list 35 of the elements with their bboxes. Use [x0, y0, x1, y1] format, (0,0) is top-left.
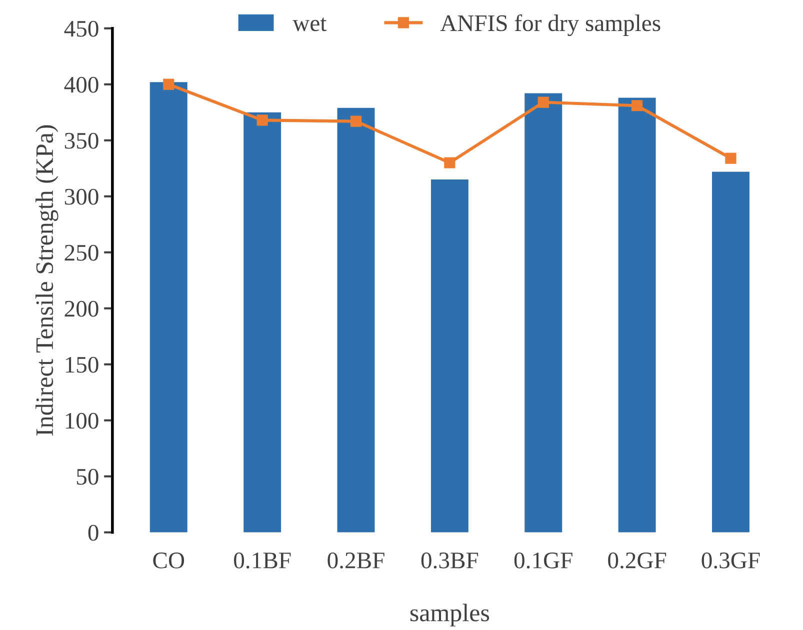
bar [244, 112, 282, 532]
bar [337, 108, 375, 532]
x-tick-label: 0.1GF [514, 552, 572, 569]
y-tick-label: 450 [64, 20, 98, 37]
y-tick-label: 50 [76, 468, 98, 485]
legend-label: wet [292, 18, 327, 32]
y-tick-label: 400 [64, 76, 98, 93]
x-tick-label: 0.3BF [421, 552, 478, 569]
bar [618, 98, 656, 532]
point [538, 96, 549, 108]
bar [712, 172, 750, 532]
point [631, 100, 643, 112]
point [256, 114, 268, 126]
y-tick-label: 150 [66, 356, 98, 373]
point [444, 157, 456, 168]
point [350, 116, 362, 127]
x-tick-label: 0.3GF [702, 552, 760, 569]
point [725, 152, 736, 164]
bar [150, 82, 188, 532]
y-tick-label: 100 [66, 412, 98, 429]
x-tick-label: CO [153, 552, 184, 568]
y-tick-label: 200 [64, 300, 98, 317]
y-tick-label: 300 [64, 188, 98, 205]
x-tick-label: 0.1BF [234, 552, 291, 569]
bar [430, 180, 468, 532]
y-tick-label: 250 [64, 244, 98, 261]
y-axis-title: Indirect Tensile Strength (KPa) [36, 125, 58, 436]
y-tick-label: 350 [64, 132, 98, 149]
y-tick-label: 0 [88, 524, 98, 541]
x-tick-label: 0.2BF [328, 552, 384, 569]
x-axis-title: samples [410, 604, 490, 626]
bar [524, 93, 562, 532]
point [163, 78, 174, 90]
x-tick-label: 0.2GF [608, 552, 666, 569]
legend-label: ANFIS for dry samples [440, 14, 660, 36]
